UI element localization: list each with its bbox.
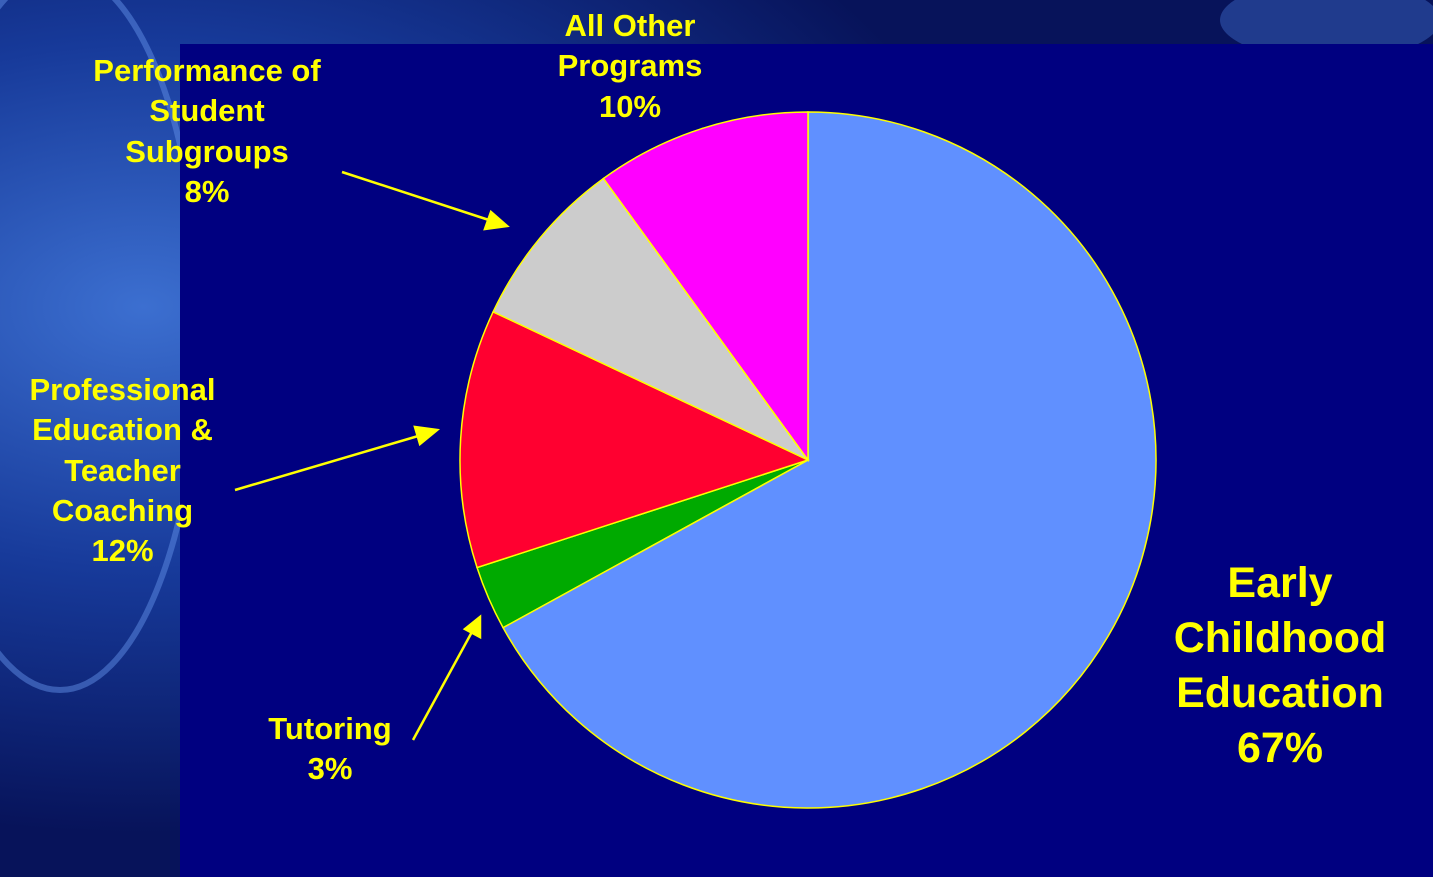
label-tutoring: Tutoring 3% [268, 711, 392, 787]
arrowhead-tutoring [462, 614, 482, 640]
label-all-other-programs: All Other Programs 10% [557, 8, 703, 124]
leader-arrows [234, 170, 510, 741]
pie-slice-performance-of-student-subgroups [492, 177, 809, 461]
pie-slice-professional-education-teacher-coaching [459, 310, 811, 569]
pie-slices [459, 111, 1157, 809]
arrow-tutoring [411, 629, 475, 741]
label-professional-education: Professional Education & Teacher Coachin… [29, 372, 216, 569]
label-performance-of-student-subgroups: Performance of Student Subgroups 8% [93, 53, 321, 209]
arrowhead-professional [413, 425, 441, 447]
pie-slice-early-childhood-education [502, 111, 1157, 809]
label-early-childhood-education: Early Childhood Education 67% [1173, 559, 1387, 773]
arrowhead-subgroups [483, 209, 510, 231]
pie-slice-all-other-programs [602, 111, 809, 463]
arrow-professional [234, 432, 426, 492]
arrow-subgroups [341, 170, 496, 224]
